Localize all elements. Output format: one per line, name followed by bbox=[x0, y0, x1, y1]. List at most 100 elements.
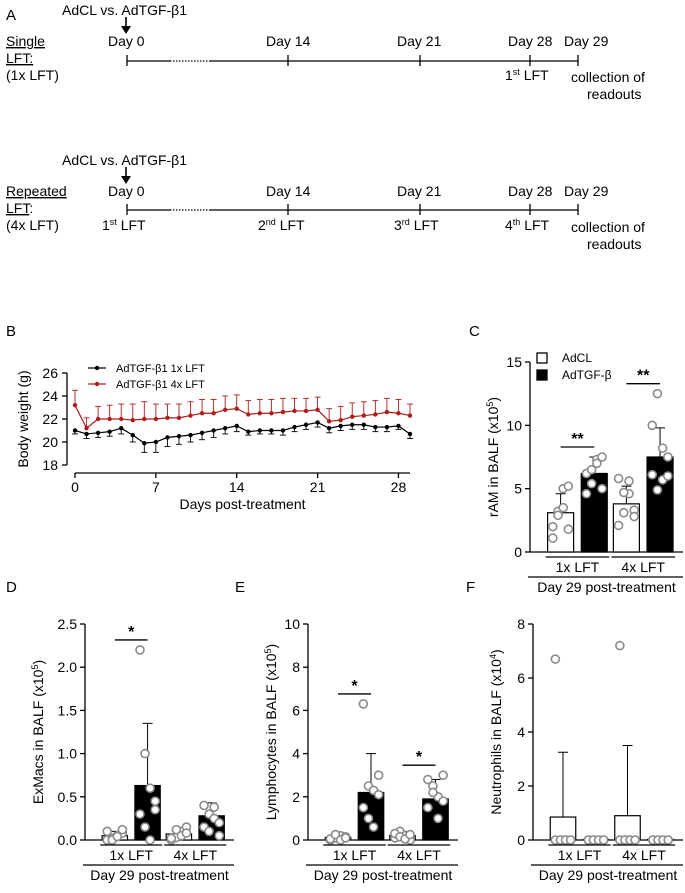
panel-letter-d: D bbox=[6, 579, 17, 596]
data-point bbox=[214, 817, 225, 828]
data-point bbox=[140, 822, 150, 832]
data-point bbox=[613, 473, 624, 484]
data-point bbox=[165, 435, 170, 440]
data-point bbox=[142, 416, 147, 422]
data-point bbox=[373, 412, 378, 417]
repeated-title-line1: Repeated bbox=[6, 183, 67, 199]
data-point bbox=[624, 476, 634, 486]
repeated-readout-line2: readouts bbox=[587, 236, 641, 252]
y-tick-label: 2 bbox=[292, 789, 300, 805]
data-point bbox=[135, 809, 145, 819]
data-point bbox=[647, 420, 658, 431]
timeline-single: AdCL vs. AdTGF-β1 Single LFT: (1x LFT) D… bbox=[6, 2, 645, 102]
panel-letter-a: A bbox=[6, 7, 16, 24]
data-point bbox=[597, 483, 607, 494]
data-point bbox=[209, 802, 219, 812]
y-tick-label: 20 bbox=[42, 434, 58, 450]
y-tick-label: 0.5 bbox=[58, 789, 78, 805]
data-point bbox=[176, 434, 182, 439]
y-tick-label: 8 bbox=[292, 659, 300, 675]
single-day-28: Day 28 bbox=[508, 33, 553, 49]
y-tick-label: 2 bbox=[517, 778, 525, 794]
significance-label: * bbox=[128, 624, 135, 641]
x-tick-label: 0 bbox=[71, 479, 79, 495]
series-line bbox=[74, 421, 411, 444]
data-point bbox=[130, 417, 135, 423]
data-point bbox=[280, 428, 286, 433]
repeated-lft-4: 4th LFT bbox=[505, 217, 550, 233]
data-point bbox=[358, 699, 369, 709]
y-tick-label: 0 bbox=[517, 832, 525, 848]
x-axis-label: Day 29 post-treatment bbox=[539, 867, 678, 883]
single-readout-line2: readouts bbox=[587, 86, 641, 102]
data-point bbox=[581, 488, 592, 499]
series-4x-lft bbox=[72, 389, 413, 431]
data-point bbox=[166, 833, 177, 844]
data-point bbox=[72, 403, 78, 408]
data-point bbox=[145, 783, 155, 793]
data-point bbox=[222, 407, 228, 412]
data-point bbox=[199, 430, 205, 435]
data-point bbox=[214, 830, 225, 841]
data-point bbox=[326, 419, 332, 424]
group-label: 4x LFT bbox=[397, 847, 441, 863]
significance-label: ** bbox=[571, 431, 584, 448]
significance-label: * bbox=[416, 749, 423, 766]
single-title-line2: LFT: bbox=[6, 50, 33, 66]
data-point bbox=[652, 388, 663, 399]
data-point bbox=[565, 835, 576, 845]
data-point bbox=[84, 426, 89, 431]
y-tick-label: 0.0 bbox=[58, 832, 78, 848]
neutrophils-chart: 0 2 4 6 8 Neutrophils in BALF (x104) 1x LFT 4x … bbox=[488, 616, 683, 883]
y-tick-label: 0 bbox=[514, 544, 522, 560]
lymphocytes-chart: 0 2 4 6 8 10 Lymphocytes in BALF (x105) 1x LFT 4… bbox=[263, 616, 458, 883]
y-tick-label: 26 bbox=[42, 365, 58, 381]
data-point bbox=[95, 416, 101, 422]
data-point bbox=[558, 502, 569, 513]
x-tick-label: 28 bbox=[391, 479, 407, 495]
data-point bbox=[630, 835, 640, 845]
data-point bbox=[72, 428, 78, 433]
data-point bbox=[107, 429, 112, 434]
x-tick-label: 14 bbox=[229, 479, 245, 495]
data-point bbox=[553, 510, 563, 521]
repeated-day-14: Day 14 bbox=[266, 183, 311, 199]
data-point bbox=[119, 416, 124, 422]
x-axis-label: Day 29 post-treatment bbox=[537, 579, 676, 595]
data-point bbox=[563, 481, 574, 491]
data-point bbox=[107, 416, 112, 422]
group-label: 4x LFT bbox=[621, 559, 665, 575]
data-point bbox=[84, 431, 89, 437]
data-point bbox=[373, 770, 384, 781]
data-point bbox=[246, 429, 251, 434]
repeated-day-0: Day 0 bbox=[108, 183, 145, 199]
y-tick-label: 2.0 bbox=[58, 659, 78, 675]
data-point bbox=[140, 748, 150, 759]
x-axis-label: Day 29 post-treatment bbox=[314, 867, 453, 883]
data-point bbox=[438, 770, 448, 781]
data-point bbox=[188, 432, 193, 438]
data-point bbox=[142, 440, 147, 446]
x-tick-label: 7 bbox=[152, 479, 160, 495]
data-point bbox=[130, 432, 135, 438]
single-day-21: Day 21 bbox=[397, 33, 442, 49]
data-point bbox=[586, 464, 597, 475]
single-lft-1: 1st LFT bbox=[505, 67, 549, 83]
data-point bbox=[340, 833, 351, 843]
single-readout-line1: collection of bbox=[571, 69, 645, 85]
exmacs-chart: 0.0 0.5 1.0 1.5 2.0 2.5 ExMacs in BALF (x105) 1… bbox=[30, 616, 234, 883]
data-point bbox=[303, 408, 309, 414]
data-point bbox=[663, 835, 673, 845]
legend-label: AdCL bbox=[562, 351, 592, 365]
data-point bbox=[150, 804, 160, 815]
legend-swatch bbox=[536, 352, 548, 364]
data-point bbox=[361, 422, 366, 427]
y-axis-label: ExMacs in BALF (x105) bbox=[30, 660, 46, 804]
data-point bbox=[547, 521, 558, 532]
data-point bbox=[338, 423, 343, 429]
data-point bbox=[199, 411, 205, 416]
data-point bbox=[618, 507, 629, 518]
data-point bbox=[171, 824, 182, 835]
data-point bbox=[246, 412, 251, 417]
